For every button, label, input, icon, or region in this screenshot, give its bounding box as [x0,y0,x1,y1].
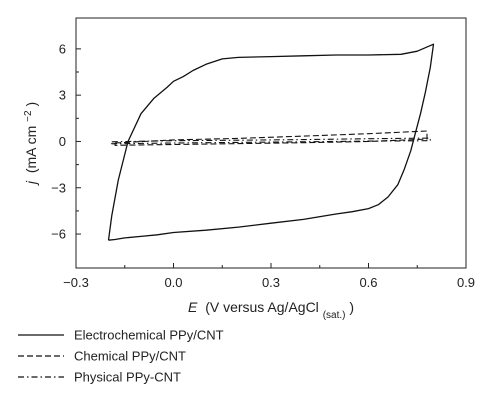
legend-label: Electrochemical PPy/CNT [74,328,224,343]
x-axis-title-subscript: (sat.) [323,310,346,321]
y-tick-label: −6 [51,227,66,242]
x-axis: −0.3 0.0 0.3 0.6 0.9 [63,263,475,290]
series-line-1 [107,43,435,241]
x-axis-title-close: ) [349,299,354,315]
plot-area: −0.3 0.0 0.3 0.6 0.9 −6 −3 0 3 6 [51,17,475,290]
x-tick-label: 0.9 [457,275,475,290]
series-line-3 [111,137,431,145]
y-tick-label: −3 [51,180,66,195]
legend: Electrochemical PPy/CNT Chemical PPy/CNT P… [18,328,224,385]
x-tick-label: 0.0 [164,275,182,290]
y-axis-title-text: (mA cm [23,126,39,173]
x-axis-variable: E [188,299,198,315]
series-line-2 [114,130,428,146]
series-layer [107,43,435,241]
x-axis-title-text: (V versus Ag/AgCl [205,299,319,315]
x-axis-title: E (V versus Ag/AgCl (sat.) ) [188,299,354,321]
y-tick-label: 6 [59,41,66,56]
legend-label: Physical PPy-CNT [74,370,181,385]
y-axis: −6 −3 0 3 6 [51,41,81,242]
y-axis-title: j (mA cm −2 ) [23,102,40,186]
y-tick-label: 0 [59,134,66,149]
x-tick-label: −0.3 [63,275,89,290]
y-tick-label: 3 [59,88,66,103]
y-axis-title-superscript: −2 [23,110,34,122]
y-axis-title-close: ) [23,102,39,107]
x-tick-label: 0.6 [359,275,377,290]
x-tick-label: 0.3 [262,275,280,290]
y-axis-variable: j [23,180,39,186]
legend-label: Chemical PPy/CNT [74,349,186,364]
